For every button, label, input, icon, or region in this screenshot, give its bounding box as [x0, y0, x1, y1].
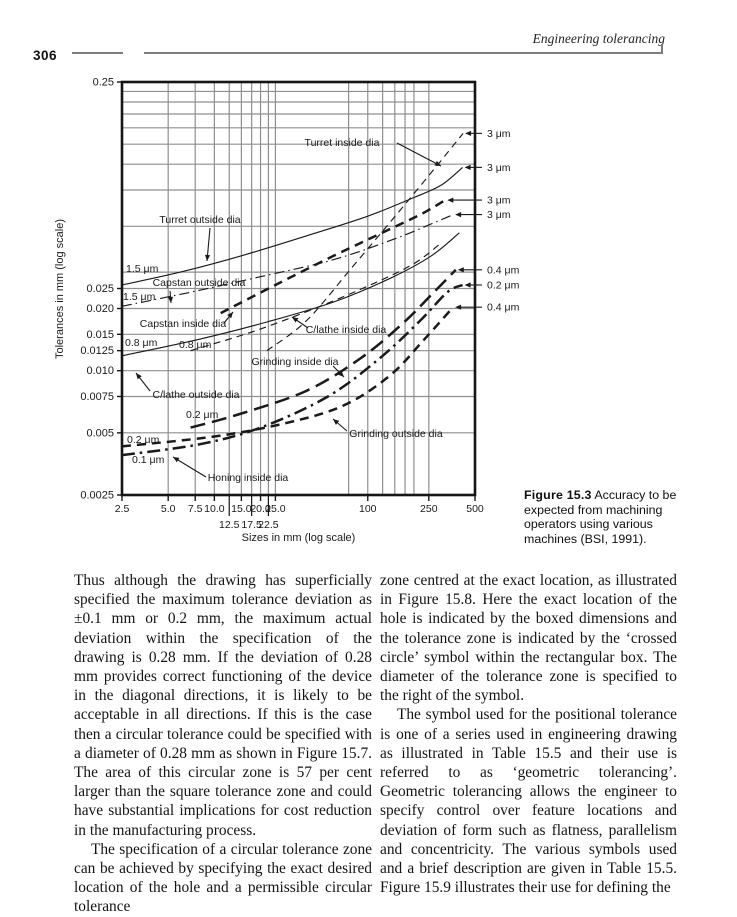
inline-label: 0.2 μm [127, 434, 160, 446]
text-column-right: zone centred at the exact location, as i… [380, 571, 677, 897]
body-paragraph: Thus although the drawing has superficia… [74, 572, 372, 839]
end-label-capstan_inside: 3 μm [487, 195, 511, 207]
curve-capstan_outside [121, 214, 454, 307]
x-tick-label: 500 [466, 503, 484, 515]
callout-arrow [396, 142, 442, 167]
curve-turret_outside [121, 166, 463, 286]
inline-label: 0.1 μm [132, 454, 165, 466]
x-tick-label: 15.0 [231, 503, 252, 515]
end-label-grinding_outside: 0.4 μm [487, 302, 520, 314]
callout-arrow [172, 456, 207, 478]
callout-arrowhead [337, 370, 344, 377]
header-rule-tick [661, 44, 663, 54]
x-tick-label: 10.0 [204, 503, 225, 515]
end-label-arrowhead [457, 267, 464, 273]
y-tick-label: 0.005 [86, 427, 114, 439]
x-tick-label: 100 [359, 503, 377, 515]
x-tick-label: 250 [420, 503, 438, 515]
callout-label: Turret outside dia [159, 214, 240, 226]
end-label-arrowhead [465, 130, 472, 136]
callout-label: Capstan outside dia [153, 277, 246, 289]
figure-caption-text: Accuracy to be expected from machining o… [524, 488, 677, 546]
header-rule-right [144, 52, 663, 54]
callout-label: C/lathe outside dia [153, 389, 240, 401]
callout-arrowhead [136, 373, 142, 380]
x-tick-label: 5.0 [161, 503, 176, 515]
callout-arrowhead [292, 317, 299, 323]
inline-label: 1.5 μm [126, 263, 159, 275]
callout-label: C/lathe inside dia [306, 324, 387, 336]
curve-turret_inside [266, 133, 464, 352]
end-label-arrowhead [464, 282, 471, 288]
running-header: Engineering tolerancing [532, 31, 665, 46]
curve-clathe_inside [190, 243, 441, 352]
curve-capstan_inside [220, 199, 446, 315]
callout-arrowhead [205, 254, 211, 261]
x-tick-label: 20.0 [250, 503, 271, 515]
callout-label: Honing inside dia [208, 472, 289, 484]
end-label-arrowhead [455, 212, 462, 218]
x-tick-label: 2.5 [115, 503, 130, 515]
header-rule-left [72, 52, 123, 54]
page-number: 306 [33, 48, 58, 63]
x-tick-label: 25.0 [265, 503, 286, 515]
x-tick-label: 17.5 [241, 519, 262, 531]
callout-arrowhead [227, 312, 233, 319]
callout-label: Turret inside dia [305, 137, 380, 149]
inline-label: 0.8 μm [179, 339, 212, 351]
inline-label: 1.5 μm [123, 291, 156, 303]
end-label-capstan_outside: 3 μm [487, 209, 511, 221]
x-tick-label: 7.5 [188, 503, 203, 515]
end-label-turret_inside: 3 μm [487, 128, 511, 140]
body-paragraph: The specification of a circular toleranc… [74, 840, 372, 916]
end-label-honing_inside: 0.2 μm [487, 279, 520, 291]
figure-15-3-chart: 0.25 0.025 0.020 0.015 0.0125 0.010 0.0075 0.00… [54, 77, 520, 545]
curve-honing_inside [121, 283, 464, 457]
body-paragraph: The symbol used for the positional toler… [380, 706, 677, 897]
callout-label: Capstan inside dia [140, 318, 227, 330]
curve-clathe_outside [121, 232, 460, 357]
y-tick-label: 0.0125 [80, 345, 114, 357]
y-tick-label: 0.025 [86, 283, 114, 295]
text-column-left: Thus although the drawing has superficia… [74, 571, 372, 917]
callout-arrowhead [173, 457, 180, 463]
end-label-arrowhead [455, 304, 462, 310]
y-tick-label: 0.0075 [80, 391, 114, 403]
callout-arrowhead [434, 160, 441, 166]
end-label-grinding_inside: 0.4 μm [487, 264, 520, 276]
x-tick-label: 22.5 [258, 519, 279, 531]
end-label-arrowhead [464, 164, 471, 170]
x-tick-label: 12.5 [219, 519, 240, 531]
figure-caption-label: Figure 15.3 [524, 488, 592, 502]
y-tick-label: 0.010 [86, 365, 114, 377]
inline-label: 0.2 μm [186, 409, 219, 421]
y-axis-title: Tolerances in mm (log scale) [54, 219, 66, 359]
curve-grinding_inside [190, 268, 457, 429]
callout-label: Grinding outside dia [349, 428, 443, 440]
body-paragraph: zone centred at the exact location, as i… [380, 572, 677, 705]
y-tick-label: 0.020 [86, 303, 114, 315]
end-label-turret_outside: 3 μm [487, 162, 511, 174]
y-tick-label: 0.015 [86, 329, 114, 341]
callout-arrowhead [167, 296, 174, 303]
callout-arrowhead [333, 419, 340, 425]
x-axis-title: Sizes in mm (log scale) [242, 532, 356, 544]
callout-label: Grinding inside dia [252, 356, 339, 368]
end-label-arrowhead [447, 197, 454, 203]
inline-label: 0.8 μm [125, 337, 158, 349]
y-tick-label: 0.0025 [80, 490, 114, 502]
figure-caption: Figure 15.3 Accuracy to be expected from… [524, 488, 682, 547]
y-tick-label: 0.25 [93, 77, 114, 89]
